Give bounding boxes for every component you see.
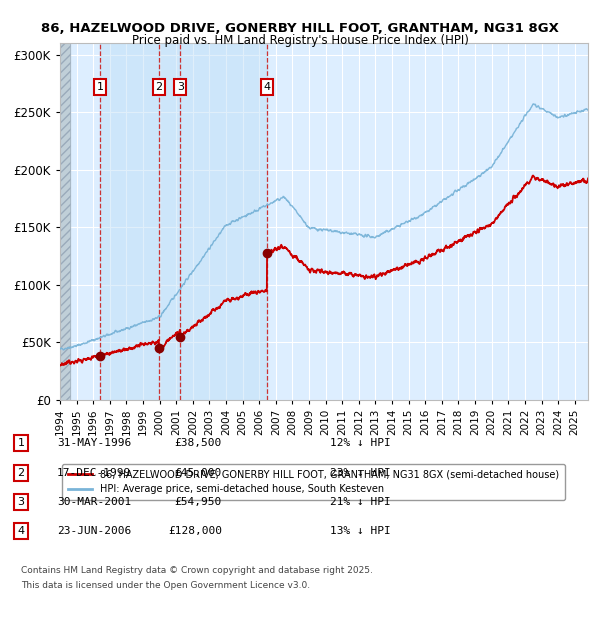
Bar: [100, 43, 159, 400]
Text: 2: 2: [17, 468, 25, 478]
Text: 30-MAR-2001: 30-MAR-2001: [57, 497, 131, 507]
Text: 4: 4: [263, 82, 271, 92]
Bar: [60, 43, 70, 400]
Text: 1: 1: [17, 438, 25, 448]
Text: 2: 2: [155, 82, 163, 92]
Text: 23-JUN-2006: 23-JUN-2006: [57, 526, 131, 536]
Text: 4: 4: [17, 526, 25, 536]
Bar: [60, 43, 70, 400]
Text: 86, HAZELWOOD DRIVE, GONERBY HILL FOOT, GRANTHAM, NG31 8GX: 86, HAZELWOOD DRIVE, GONERBY HILL FOOT, …: [41, 22, 559, 35]
Text: £45,000: £45,000: [175, 468, 222, 478]
Bar: [180, 43, 267, 400]
Text: 12% ↓ HPI: 12% ↓ HPI: [330, 438, 391, 448]
Text: 3: 3: [17, 497, 25, 507]
Text: £128,000: £128,000: [168, 526, 222, 536]
Text: Contains HM Land Registry data © Crown copyright and database right 2025.: Contains HM Land Registry data © Crown c…: [21, 566, 373, 575]
Text: 13% ↓ HPI: 13% ↓ HPI: [330, 526, 391, 536]
Text: 17-DEC-1999: 17-DEC-1999: [57, 468, 131, 478]
Text: This data is licensed under the Open Government Licence v3.0.: This data is licensed under the Open Gov…: [21, 581, 310, 590]
Text: £38,500: £38,500: [175, 438, 222, 448]
Text: 23% ↓ HPI: 23% ↓ HPI: [330, 468, 391, 478]
Text: 1: 1: [97, 82, 104, 92]
Text: 3: 3: [177, 82, 184, 92]
Text: 21% ↓ HPI: 21% ↓ HPI: [330, 497, 391, 507]
Text: £54,950: £54,950: [175, 497, 222, 507]
Legend: 86, HAZELWOOD DRIVE, GONERBY HILL FOOT, GRANTHAM, NG31 8GX (semi-detached house): 86, HAZELWOOD DRIVE, GONERBY HILL FOOT, …: [62, 464, 565, 500]
Text: Price paid vs. HM Land Registry's House Price Index (HPI): Price paid vs. HM Land Registry's House …: [131, 34, 469, 47]
Bar: [159, 43, 180, 400]
Text: 31-MAY-1996: 31-MAY-1996: [57, 438, 131, 448]
